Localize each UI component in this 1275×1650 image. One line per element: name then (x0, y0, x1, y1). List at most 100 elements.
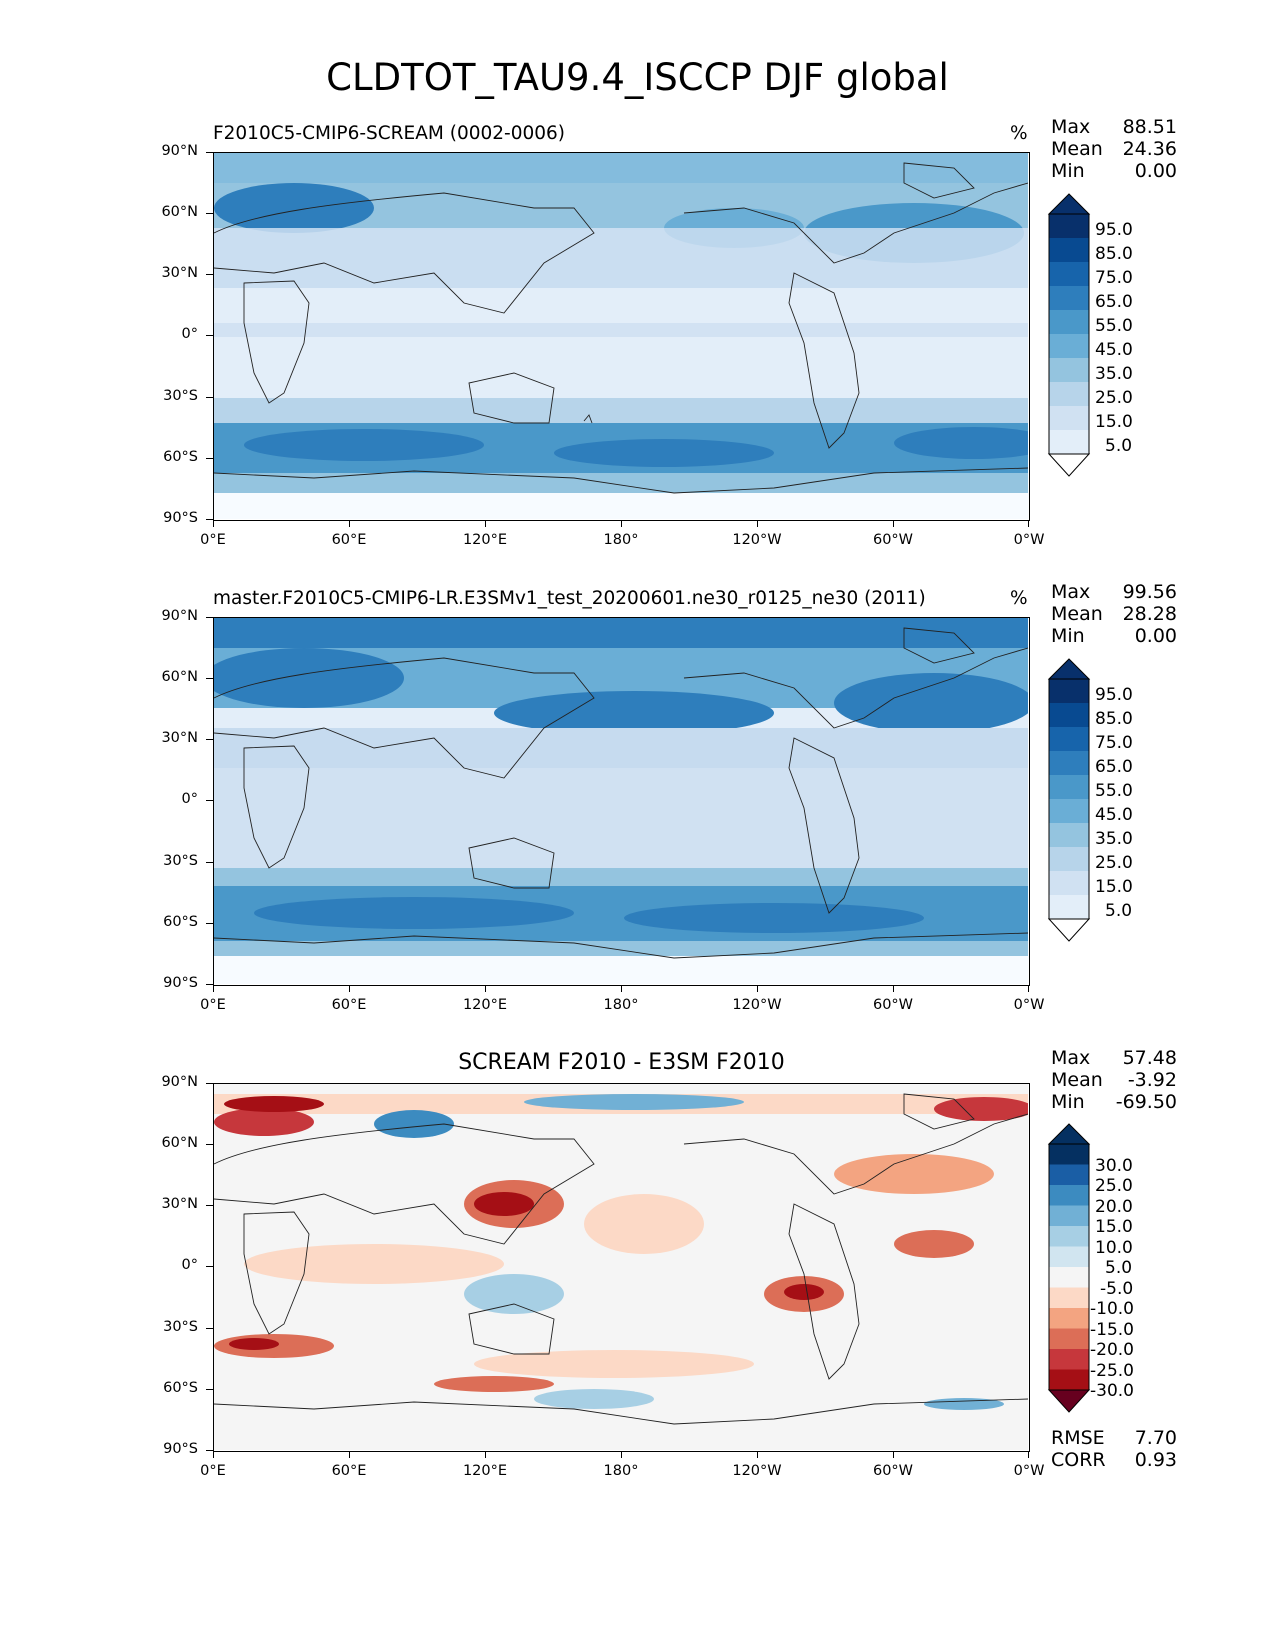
panel-2-title: master.F2010C5-CMIP6-LR.E3SMv1_test_2020… (213, 588, 926, 609)
panel-3-ytick: 60°S (163, 1380, 198, 1396)
panel-3-colorbar-label: 15.0 (1095, 1217, 1133, 1237)
panel-1-xtick-mark (757, 520, 759, 527)
panel-3-colorbar-label: 25.0 (1095, 1176, 1133, 1196)
panel-1-ytick-mark (206, 519, 213, 521)
panel-1-colorbar-label: 15.0 (1095, 412, 1133, 432)
panel-3-ytick: 30°N (161, 1196, 198, 1212)
panel-2-xtick-mark (213, 985, 215, 992)
panel-2-ytick: 60°N (161, 669, 198, 685)
panel-2-min-label: Min (1051, 625, 1085, 647)
panel-3-rmse-label: RMSE (1051, 1427, 1105, 1449)
panel-3-xtick-mark (213, 1451, 215, 1458)
panel-1-xtick: 0°W (1013, 532, 1045, 548)
panel-1-xtick-mark (485, 520, 487, 527)
panel-1-min-value: 0.00 (1134, 160, 1177, 182)
panel-3-colorbar-label: 30.0 (1095, 1156, 1133, 1176)
panel-1-ytick-mark (206, 397, 213, 399)
panel-1-ytick: 30°N (161, 265, 198, 281)
panel-3-xtick: 60°E (331, 1463, 367, 1479)
panel-2-xtick-mark (621, 985, 623, 992)
panel-2-map-svg (214, 618, 1028, 984)
panel-1-mean-label: Mean (1051, 138, 1103, 160)
panel-1-ytick: 60°S (163, 449, 198, 465)
panel-1-colorbar-label: 55.0 (1095, 316, 1133, 336)
panel-2-ytick: 90°N (161, 608, 198, 624)
panel-1-xtick: 0°E (200, 532, 226, 548)
panel-3-ytick: 30°S (163, 1319, 198, 1335)
panel-1-ytick-mark (206, 213, 213, 215)
panel-2-ytick: 60°S (163, 914, 198, 930)
panel-2-xtick: 60°W (872, 997, 914, 1013)
panel-2-ytick-mark (206, 739, 213, 741)
panel-3-colorbar-label: 10.0 (1095, 1238, 1133, 1258)
panel-2-xtick: 60°E (331, 997, 367, 1013)
panel-3-xtick-mark (621, 1451, 623, 1458)
panel-2-ytick: 30°S (163, 853, 198, 869)
figure-title: CLDTOT_TAU9.4_ISCCP DJF global (326, 56, 949, 99)
panel-2-xtick: 120°E (462, 997, 508, 1013)
panel-2-colorbar-label: 35.0 (1095, 829, 1133, 849)
panel-3-colorbar-label: -5.0 (1100, 1279, 1134, 1299)
panel-1-ytick-mark (206, 274, 213, 276)
panel-2-map (213, 617, 1030, 986)
panel-3-xtick: 120°W (732, 1463, 782, 1479)
panel-3-xtick-mark (1028, 1451, 1030, 1458)
panel-3-colorbar-label: -30.0 (1090, 1381, 1134, 1401)
panel-1-colorbar-label: 45.0 (1095, 340, 1133, 360)
panel-1-xtick: 120°W (732, 532, 782, 548)
panel-2-ytick-mark (206, 862, 213, 864)
panel-3-mean-value: -3.92 (1127, 1069, 1177, 1091)
panel-2-ytick: 0° (181, 791, 198, 807)
panel-1-xtick-mark (893, 520, 895, 527)
panel-2-mean-value: 28.28 (1122, 603, 1177, 625)
panel-1-colorbar-label: 75.0 (1095, 268, 1133, 288)
panel-3-ytick: 0° (181, 1257, 198, 1273)
panel-2-xtick: 0°W (1013, 997, 1045, 1013)
panel-3-map-svg (214, 1084, 1028, 1450)
panel-3-colorbar-label: -25.0 (1090, 1361, 1134, 1381)
panel-1-xtick: 60°W (872, 532, 914, 548)
panel-3-corr-value: 0.93 (1134, 1449, 1177, 1471)
panel-3-ytick: 60°N (161, 1135, 198, 1151)
panel-1-units: % (1010, 123, 1028, 144)
panel-3-xtick: 0°W (1013, 1463, 1045, 1479)
panel-3-colorbar-label: -15.0 (1090, 1320, 1134, 1340)
panel-2-xtick: 180° (603, 997, 639, 1013)
panel-3-xtick-mark (893, 1451, 895, 1458)
panel-1-ytick-mark (206, 458, 213, 460)
panel-1-xtick: 60°E (331, 532, 367, 548)
panel-1-ytick-mark (206, 335, 213, 337)
panel-1-colorbar-label: 25.0 (1095, 388, 1133, 408)
panel-3-colorbar-label: -10.0 (1090, 1299, 1134, 1319)
panel-3-ytick-mark (206, 1328, 213, 1330)
panel-3-title: SCREAM F2010 - E3SM F2010 (458, 1050, 785, 1075)
panel-1-colorbar-label: 35.0 (1095, 364, 1133, 384)
panel-2-colorbar-label: 85.0 (1095, 709, 1133, 729)
panel-2-max-value: 99.56 (1122, 581, 1177, 603)
panel-3-ytick-mark (206, 1083, 213, 1085)
panel-2-ytick-mark (206, 678, 213, 680)
panel-2-colorbar-label: 55.0 (1095, 781, 1133, 801)
panel-3-max-label: Max (1051, 1047, 1091, 1069)
panel-3-ytick-mark (206, 1389, 213, 1391)
panel-2-ytick-mark (206, 923, 213, 925)
panel-2-mean-label: Mean (1051, 603, 1103, 625)
panel-2-ytick-mark (206, 800, 213, 802)
panel-2-colorbar-label: 95.0 (1095, 685, 1133, 705)
panel-2-min-value: 0.00 (1134, 625, 1177, 647)
panel-3-ytick: 90°S (163, 1441, 198, 1457)
panel-2-xtick: 0°E (200, 997, 226, 1013)
panel-2-xtick-mark (485, 985, 487, 992)
panel-3-max-value: 57.48 (1122, 1047, 1177, 1069)
panel-1-min-label: Min (1051, 160, 1085, 182)
panel-1-colorbar-label: 85.0 (1095, 244, 1133, 264)
panel-2-ytick: 90°S (163, 975, 198, 991)
panel-3-ytick-mark (206, 1450, 213, 1452)
panel-1-colorbar (1047, 193, 1091, 477)
panel-1-max-label: Max (1051, 116, 1091, 138)
panel-3-colorbar-label: -20.0 (1090, 1340, 1134, 1360)
panel-3-xtick: 60°W (872, 1463, 914, 1479)
panel-1-ytick-mark (206, 152, 213, 154)
panel-3-corr-label: CORR (1051, 1449, 1106, 1471)
panel-1-xtick-mark (1028, 520, 1030, 527)
